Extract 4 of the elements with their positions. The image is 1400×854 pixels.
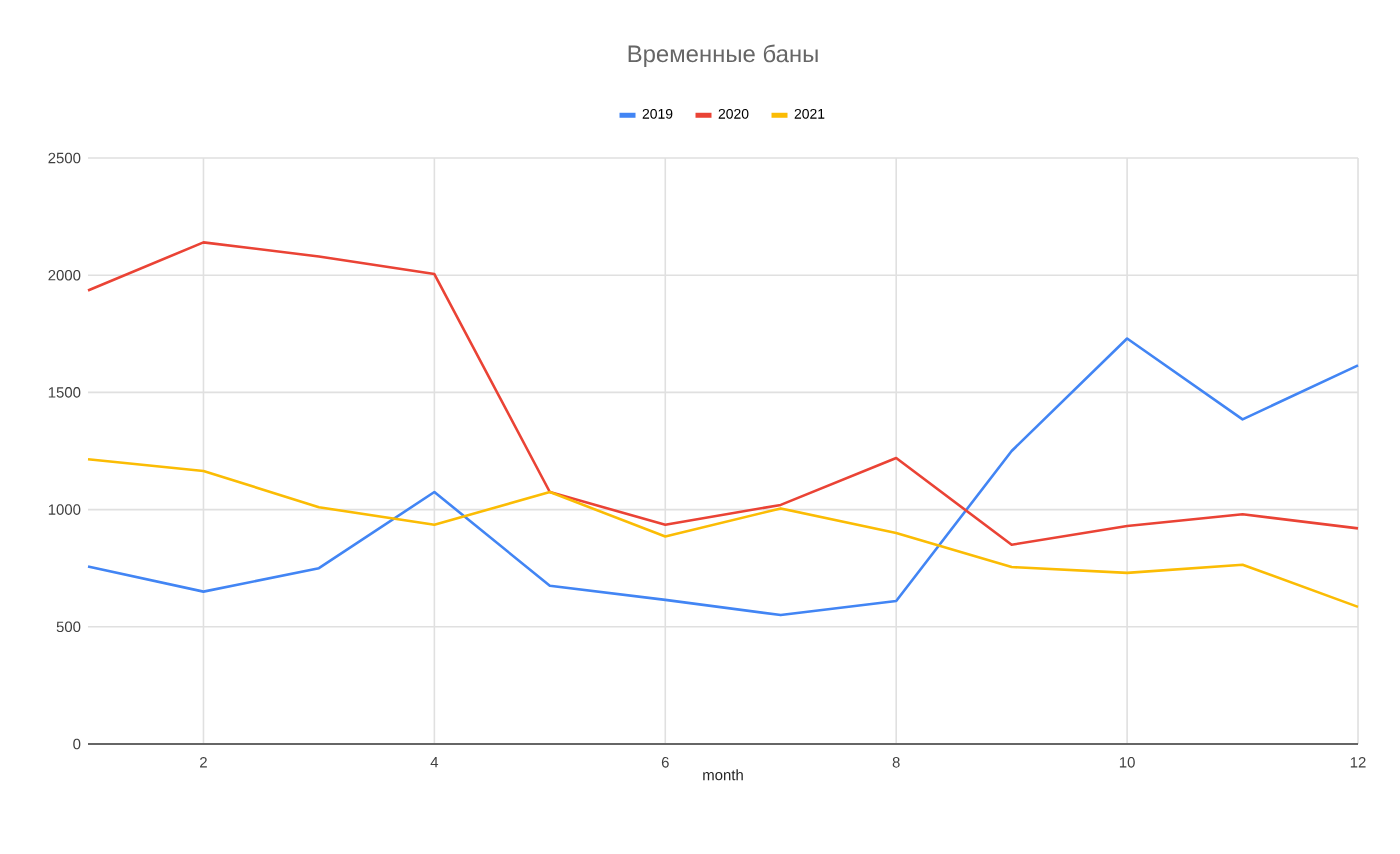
chart-title: Временные баны: [628, 44, 818, 67]
line-series: [86, 457, 1360, 609]
line-series: [86, 241, 1360, 547]
line-series: [86, 337, 1360, 617]
